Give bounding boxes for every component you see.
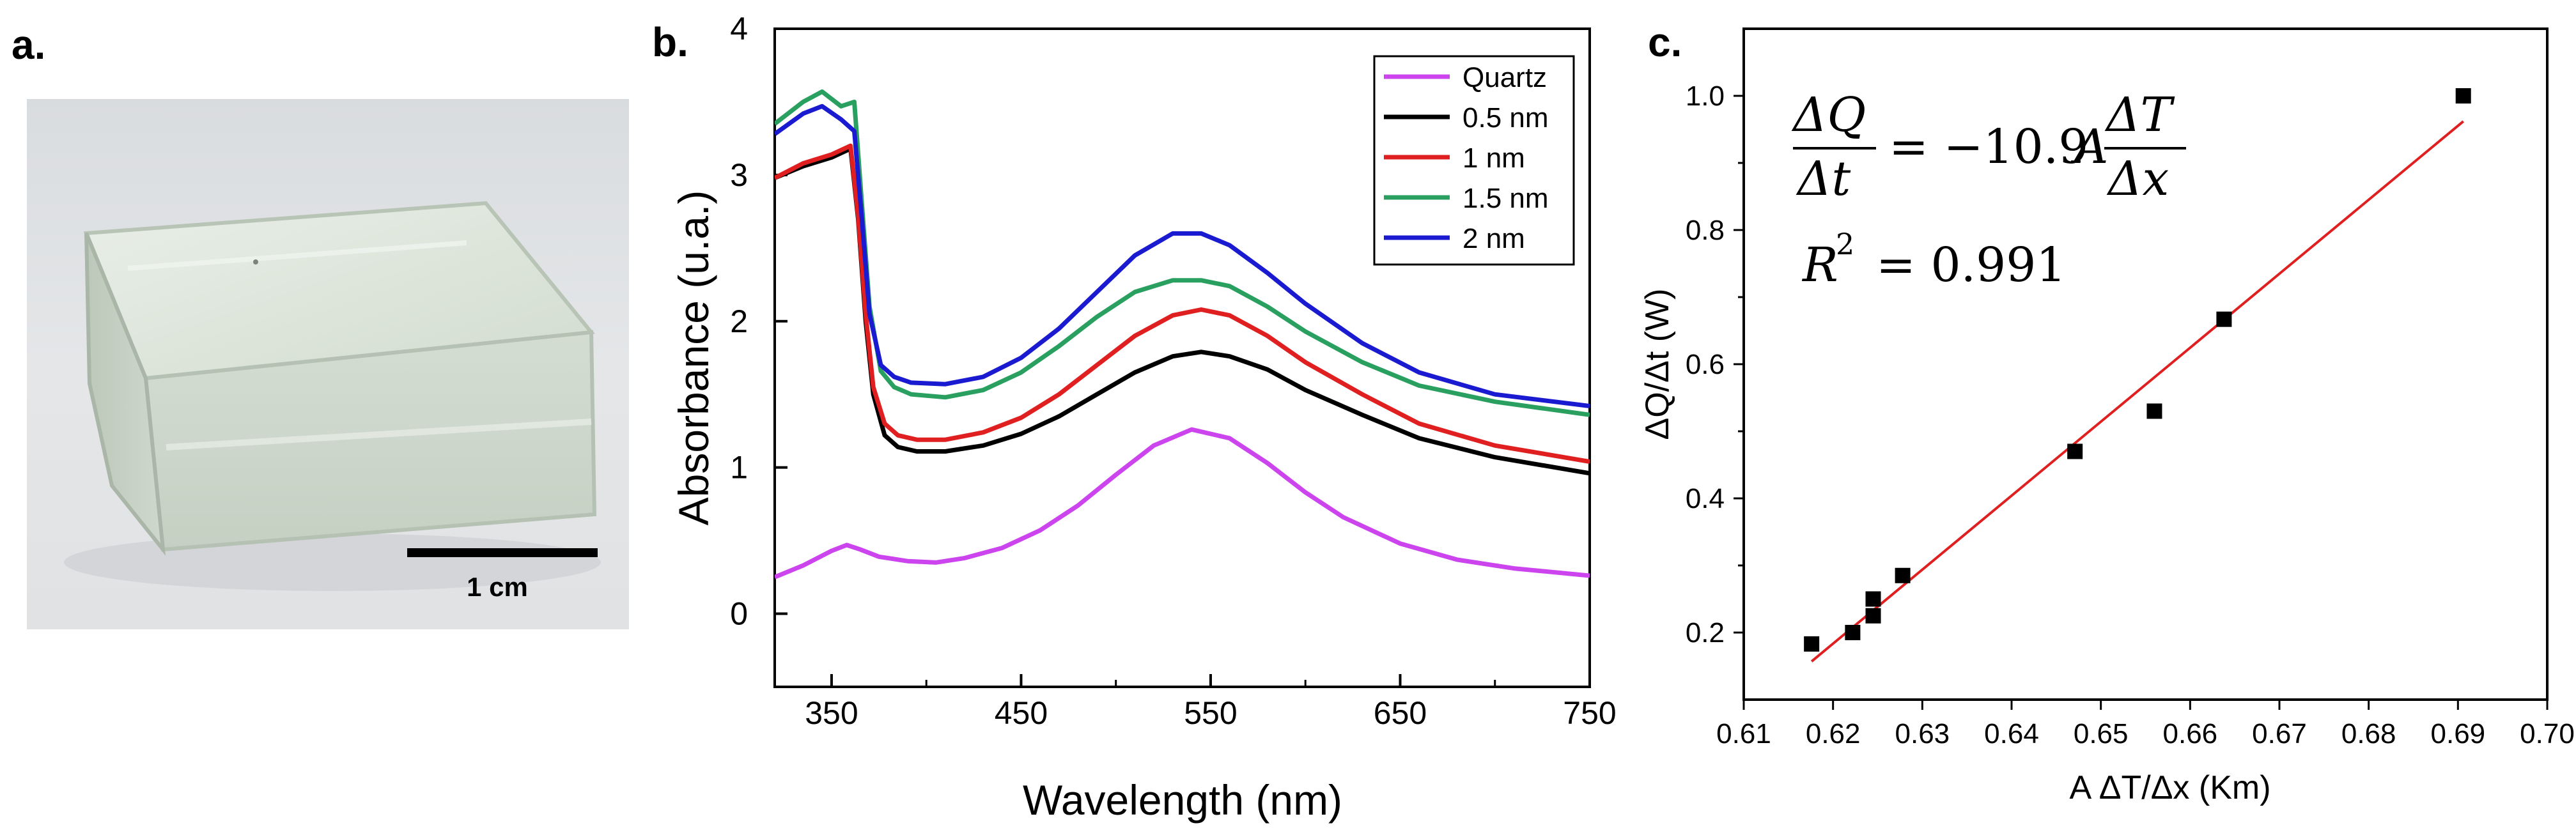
x-tick-label-c: 0.66 — [2163, 718, 2218, 749]
legend-label-1: 0.5 nm — [1463, 102, 1549, 134]
x-tick-label-b: 550 — [1184, 695, 1237, 731]
quartz-block-photo — [64, 201, 601, 591]
series-line-2 — [775, 143, 1590, 464]
plot-frame-b — [773, 27, 1591, 688]
data-point — [1895, 567, 1911, 583]
y-axis-title-b: Absorbance (u.a.) — [670, 190, 717, 526]
axis-ticks-b: 350 450 550 650 750 0 1 2 3 4 — [730, 11, 1617, 731]
x-axis-title-c: A ΔT/Δx (Km) — [2069, 769, 2270, 806]
y-tick-label-c: 0.4 — [1686, 483, 1725, 514]
y-tick-label-b: 4 — [730, 11, 748, 47]
data-point — [1865, 608, 1881, 624]
y-tick-label-b: 0 — [730, 596, 748, 632]
y-tick-label-c: 0.8 — [1686, 215, 1725, 246]
x-tick-label-c: 0.61 — [1716, 718, 1771, 749]
y-tick-label-b: 3 — [730, 157, 748, 193]
x-tick-label-c: 0.65 — [2074, 718, 2129, 749]
y-tick-label-b: 2 — [730, 303, 748, 339]
data-point — [2067, 443, 2083, 459]
x-tick-label-b: 750 — [1563, 695, 1616, 731]
data-point — [1804, 636, 1820, 652]
panel-label-c: c. — [1648, 19, 1682, 65]
panel-a: a. 1 cm — [12, 22, 629, 629]
eq-numerator-left: ΔQ — [1791, 88, 1866, 142]
x-tick-label-c: 0.63 — [1895, 718, 1950, 749]
eq-denominator-right: Δx — [2106, 151, 2169, 206]
x-tick-label-b: 350 — [805, 695, 858, 731]
eq-numerator-right: ΔT — [2104, 88, 2175, 142]
y-axis-title-c: ΔQ/Δt (W) — [1639, 289, 1676, 440]
x-tick-label-c: 0.69 — [2431, 718, 2486, 749]
fit-line — [1810, 120, 2464, 663]
data-point — [1865, 591, 1881, 607]
x-tick-label-c: 0.64 — [1984, 718, 2039, 749]
legend-label-0: Quartz — [1463, 62, 1547, 93]
x-tick-label-c: 0.62 — [1806, 718, 1861, 749]
x-tick-label-c: 0.70 — [2520, 718, 2575, 749]
legend-label-4: 2 nm — [1463, 223, 1525, 254]
data-point — [2455, 88, 2471, 104]
eq-coefficient: = −10.9 — [1889, 119, 2088, 174]
r2-label: R — [1801, 238, 1838, 293]
x-tick-label-c: 0.67 — [2252, 718, 2307, 749]
panel-label-a: a. — [12, 22, 45, 68]
scale-bar-label: 1 cm — [467, 572, 528, 602]
series-line-4 — [775, 104, 1590, 408]
series-lines-b — [775, 89, 1590, 580]
legend-label-2: 1 nm — [1463, 142, 1525, 174]
data-point — [1845, 625, 1861, 640]
eq-denominator-left: Δt — [1796, 151, 1851, 206]
y-tick-label-c: 0.2 — [1686, 617, 1725, 649]
x-tick-label-b: 450 — [995, 695, 1048, 731]
r2-power: 2 — [1836, 227, 1854, 261]
series-line-0 — [775, 427, 1590, 580]
fit-equation: ΔQ Δt = −10.9 A ΔT Δx R 2 = 0.991 — [1791, 88, 2186, 293]
y-tick-label-b: 1 — [730, 450, 748, 486]
data-point — [2146, 403, 2162, 419]
y-tick-label-c: 0.6 — [1686, 349, 1725, 380]
legend-label-3: 1.5 nm — [1463, 183, 1549, 214]
data-point — [2216, 311, 2232, 327]
series-line-3 — [775, 89, 1590, 417]
x-axis-title-b: Wavelength (nm) — [1023, 776, 1342, 824]
plot-marks-c — [1804, 88, 2471, 663]
legend-b: Quartz 0.5 nm 1 nm 1.5 nm 2 nm — [1373, 55, 1575, 266]
y-tick-label-c: 1.0 — [1686, 81, 1725, 112]
panel-label-b: b. — [652, 19, 688, 65]
eq-area-symbol: A — [2070, 119, 2108, 174]
x-tick-label-c: 0.68 — [2341, 718, 2396, 749]
r2-value: = 0.991 — [1876, 238, 2066, 293]
panel-c: c. 0.61 0.62 0.63 0.64 0.65 0.66 0.67 0.68 0.69 0… — [1639, 19, 2575, 806]
x-tick-label-b: 650 — [1374, 695, 1427, 731]
legend-box — [1373, 55, 1575, 266]
axis-ticks-c: 0.61 0.62 0.63 0.64 0.65 0.66 0.67 0.68 0.69 0.70… — [1686, 81, 2575, 749]
